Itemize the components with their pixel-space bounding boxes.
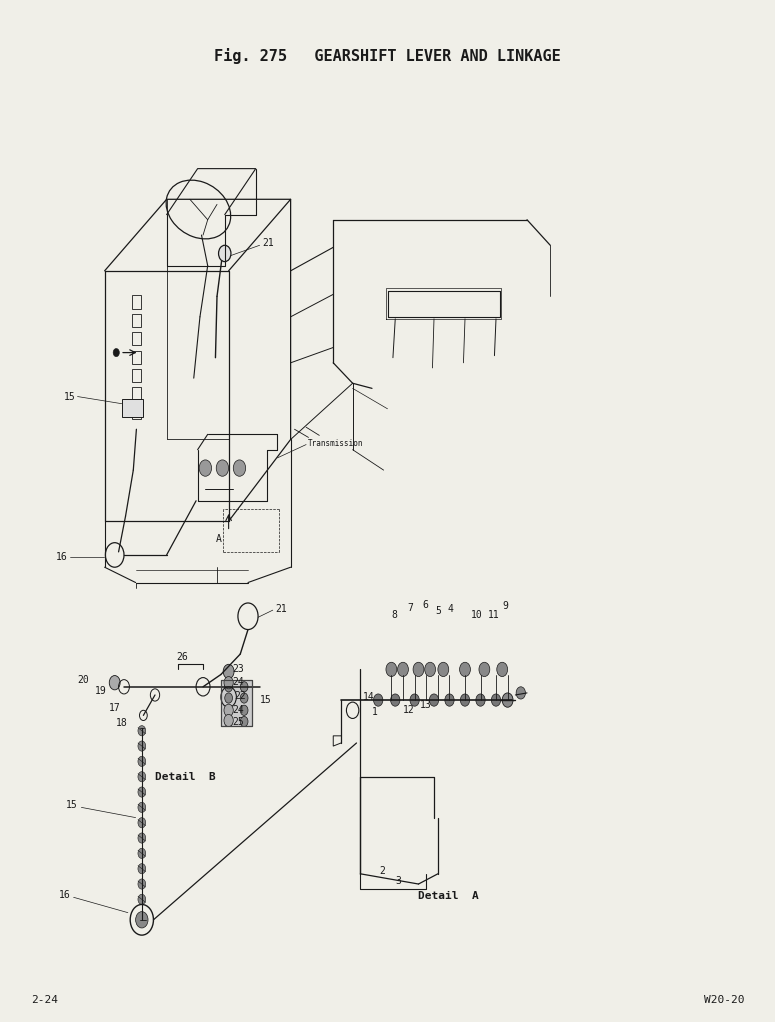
Circle shape xyxy=(138,726,146,736)
Circle shape xyxy=(138,879,146,889)
Bar xyxy=(132,332,141,345)
Text: Detail  B: Detail B xyxy=(155,772,215,782)
Text: Transmission: Transmission xyxy=(308,439,363,448)
Circle shape xyxy=(138,818,146,828)
Circle shape xyxy=(138,787,146,797)
Text: 23: 23 xyxy=(232,664,244,675)
Circle shape xyxy=(516,687,525,699)
Circle shape xyxy=(398,662,408,677)
Text: 17: 17 xyxy=(109,703,120,713)
Circle shape xyxy=(199,460,212,476)
Circle shape xyxy=(138,772,146,782)
Text: 13: 13 xyxy=(420,700,432,710)
Circle shape xyxy=(429,694,439,706)
Circle shape xyxy=(138,833,146,843)
Circle shape xyxy=(497,662,508,677)
Circle shape xyxy=(225,682,232,692)
Circle shape xyxy=(216,460,229,476)
Text: 24: 24 xyxy=(232,705,244,715)
Text: 14: 14 xyxy=(363,692,374,702)
Text: Detail  A: Detail A xyxy=(418,891,479,901)
Circle shape xyxy=(225,693,232,703)
Text: 12: 12 xyxy=(403,705,415,715)
Circle shape xyxy=(109,676,120,690)
Text: 9: 9 xyxy=(502,601,508,611)
Text: 6: 6 xyxy=(422,600,429,610)
Circle shape xyxy=(240,682,248,692)
Text: 16: 16 xyxy=(56,552,67,562)
Circle shape xyxy=(503,694,512,706)
Text: 21: 21 xyxy=(262,238,274,248)
Text: 11: 11 xyxy=(488,610,500,620)
Circle shape xyxy=(136,912,148,928)
Bar xyxy=(132,369,141,382)
Circle shape xyxy=(374,694,383,706)
Circle shape xyxy=(438,662,449,677)
Text: A: A xyxy=(215,533,222,544)
Circle shape xyxy=(386,662,397,677)
Circle shape xyxy=(219,245,231,262)
Circle shape xyxy=(413,662,424,677)
Text: 2: 2 xyxy=(380,866,386,876)
Text: 7: 7 xyxy=(407,603,413,613)
Bar xyxy=(132,295,141,309)
Text: 10: 10 xyxy=(471,610,483,620)
Circle shape xyxy=(138,756,146,766)
Circle shape xyxy=(138,741,146,751)
Circle shape xyxy=(224,714,233,727)
Circle shape xyxy=(240,716,248,727)
Circle shape xyxy=(233,460,246,476)
Circle shape xyxy=(113,349,119,357)
Circle shape xyxy=(138,848,146,858)
Circle shape xyxy=(460,662,470,677)
Bar xyxy=(132,314,141,327)
Circle shape xyxy=(225,716,232,727)
Text: 16: 16 xyxy=(59,890,71,900)
Text: 15: 15 xyxy=(66,800,78,810)
Circle shape xyxy=(240,705,248,715)
Circle shape xyxy=(225,705,232,715)
Bar xyxy=(132,406,141,419)
Bar xyxy=(221,680,252,726)
Text: 25: 25 xyxy=(232,716,244,727)
Circle shape xyxy=(425,662,436,677)
Text: 1: 1 xyxy=(372,707,378,717)
Circle shape xyxy=(391,694,400,706)
Text: 4: 4 xyxy=(448,604,454,614)
Bar xyxy=(122,399,143,417)
Circle shape xyxy=(224,704,233,716)
Text: 5: 5 xyxy=(436,606,442,616)
Circle shape xyxy=(476,694,485,706)
Text: 2-24: 2-24 xyxy=(31,994,58,1005)
Text: 18: 18 xyxy=(116,717,128,728)
Text: 8: 8 xyxy=(391,610,398,620)
Text: W20-20: W20-20 xyxy=(704,994,744,1005)
Circle shape xyxy=(223,664,234,679)
Circle shape xyxy=(460,694,470,706)
Text: 15: 15 xyxy=(64,391,75,402)
Text: 19: 19 xyxy=(95,686,106,696)
Circle shape xyxy=(138,894,146,904)
Circle shape xyxy=(479,662,490,677)
Bar xyxy=(132,351,141,364)
Circle shape xyxy=(491,694,501,706)
Text: 26: 26 xyxy=(177,652,188,662)
Circle shape xyxy=(224,677,233,689)
Text: 22: 22 xyxy=(234,691,246,701)
Circle shape xyxy=(502,693,513,707)
Text: 20: 20 xyxy=(78,675,89,685)
Text: 3: 3 xyxy=(395,876,401,886)
Circle shape xyxy=(138,802,146,812)
Circle shape xyxy=(138,864,146,874)
Circle shape xyxy=(240,693,248,703)
Text: 15: 15 xyxy=(260,695,271,705)
Text: 21: 21 xyxy=(275,604,287,614)
Bar xyxy=(132,387,141,401)
Circle shape xyxy=(445,694,454,706)
Circle shape xyxy=(410,694,419,706)
Text: 24: 24 xyxy=(232,677,244,687)
Text: Fig. 275   GEARSHIFT LEVER AND LINKAGE: Fig. 275 GEARSHIFT LEVER AND LINKAGE xyxy=(214,48,561,64)
